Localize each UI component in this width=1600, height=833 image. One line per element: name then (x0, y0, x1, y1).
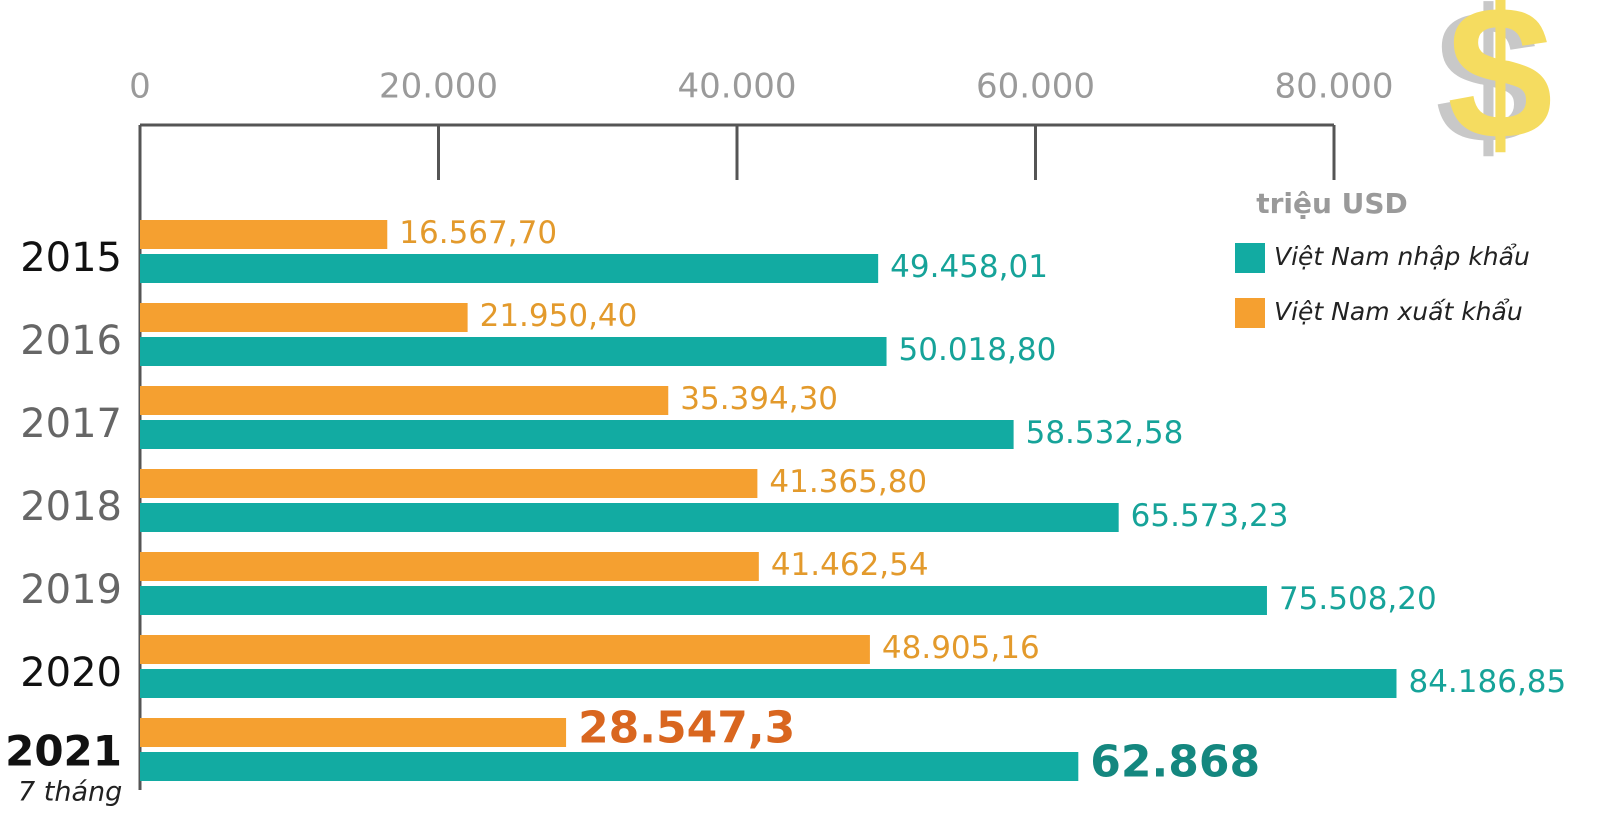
legend-label: Việt Nam nhập khẩu (1274, 242, 1530, 271)
y-tick-label: 2019 (20, 567, 122, 613)
bar (140, 303, 468, 332)
value-label: 41.462,54 (771, 547, 929, 583)
x-tick-label: 0 (129, 67, 151, 107)
value-label: 50.018,80 (899, 332, 1057, 368)
category-note: 7 tháng (18, 777, 122, 808)
y-tick-label: 2017 (20, 401, 122, 447)
y-tick-label: 2016 (20, 318, 122, 364)
bar (140, 752, 1079, 781)
unit-label: triệu USD (1256, 187, 1408, 220)
y-tick-label: 2021 (5, 727, 122, 776)
bar (140, 503, 1119, 532)
value-label: 16.567,70 (399, 215, 557, 251)
value-label: 49.458,01 (890, 249, 1048, 285)
bar (140, 254, 879, 283)
value-label: 48.905,16 (882, 630, 1040, 666)
value-label: 41.365,80 (769, 464, 927, 500)
bar (140, 469, 758, 498)
y-tick-label: 2018 (20, 484, 122, 530)
value-label: 58.532,58 (1026, 415, 1184, 451)
x-tick-label: 60.000 (976, 67, 1095, 107)
bar (140, 386, 669, 415)
x-tick-label: 80.000 (1275, 67, 1394, 107)
bar (140, 552, 759, 581)
bar (140, 220, 388, 249)
value-label: 75.508,20 (1279, 581, 1437, 617)
x-tick-label: 40.000 (678, 67, 797, 107)
value-label: 21.950,40 (480, 298, 638, 334)
svg-text:$: $ (1447, 0, 1553, 179)
y-tick-label: 2015 (20, 235, 122, 281)
legend-swatch (1235, 298, 1265, 328)
bar (140, 586, 1267, 615)
legend-swatch (1235, 243, 1265, 273)
value-label: 62.868 (1090, 737, 1260, 788)
bar (140, 669, 1397, 698)
bar (140, 337, 887, 366)
svg-text:$: $ (1435, 0, 1541, 183)
bar (140, 635, 870, 664)
x-tick-label: 20.000 (379, 67, 498, 107)
dollar-icon: $ $ (1435, 0, 1553, 183)
value-label: 35.394,30 (680, 381, 838, 417)
bar (140, 420, 1014, 449)
value-label: 65.573,23 (1131, 498, 1289, 534)
legend-label: Việt Nam xuất khẩu (1274, 297, 1523, 326)
bar (140, 718, 567, 747)
y-tick-label: 2020 (20, 650, 122, 696)
value-label: 84.186,85 (1408, 664, 1566, 700)
value-label: 28.547,3 (578, 703, 795, 754)
